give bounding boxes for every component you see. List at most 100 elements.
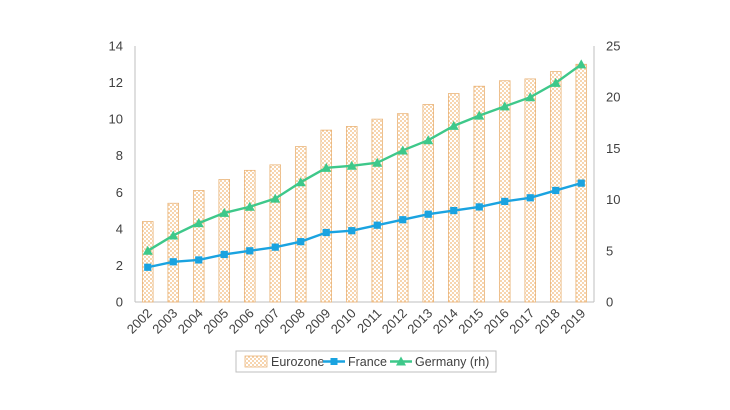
eurozone-bar: [371, 118, 384, 303]
left-tick-label: 2: [116, 258, 123, 273]
legend-france-label: France: [348, 355, 387, 369]
x-tick-label: 2005: [200, 306, 231, 337]
x-tick-label: 2002: [124, 306, 155, 337]
right-tick-label: 20: [606, 90, 620, 105]
eurozone-bar: [396, 113, 409, 303]
germany-rh-point: [168, 230, 179, 240]
eurozone-bar: [294, 146, 307, 303]
left-tick-label: 6: [116, 185, 123, 200]
eurozone-bar: [447, 93, 460, 303]
left-axis-ticks: 0 2 4 6 8 10 12 14: [109, 39, 123, 310]
legend-france-marker: [330, 358, 338, 365]
france-point: [475, 203, 483, 211]
france-point: [501, 197, 509, 206]
left-tick-label: 12: [109, 75, 123, 90]
germany-rh-point: [550, 77, 561, 87]
legend-box: [235, 350, 497, 373]
france-point: [322, 228, 330, 237]
right-tick-label: 5: [606, 243, 613, 258]
right-tick-label: 10: [606, 192, 620, 207]
left-tick-label: 0: [116, 295, 123, 310]
eurozone-bar: [192, 190, 205, 303]
eurozone-bar: [345, 126, 358, 303]
france-point: [552, 186, 560, 195]
france-point: [373, 221, 381, 229]
eurozone-bar: [269, 164, 282, 303]
eurozone-bar: [422, 104, 435, 303]
germany-rh-point: [474, 110, 485, 120]
france-point: [246, 247, 254, 255]
chart-axes: [134, 46, 595, 303]
france-point: [526, 194, 534, 202]
germany-rh-point: [372, 157, 383, 167]
legend-eurozone-swatch: [244, 355, 268, 368]
germany-rh-line: [147, 63, 582, 252]
right-tick-label: 15: [606, 141, 620, 156]
germany-rh-point: [244, 201, 255, 211]
eurozone-bar: [141, 221, 154, 303]
x-tick-label: 2019: [557, 306, 588, 337]
eurozone-bar: [218, 179, 231, 303]
eurozone-bar: [320, 129, 333, 303]
eurozone-bar: [167, 202, 180, 303]
germany-rh-point: [397, 145, 408, 155]
germany-rh-point: [346, 160, 357, 170]
legend: Eurozone France Germany (rh): [235, 350, 497, 373]
france-point: [450, 206, 458, 215]
x-tick-label: 2014: [430, 306, 461, 337]
left-tick-label: 10: [109, 112, 123, 127]
germany-rh-point: [525, 92, 536, 102]
france-point: [348, 227, 356, 235]
right-axis-ticks: 0 5 10 15 20 25: [606, 39, 620, 310]
x-tick-label: 2006: [226, 306, 257, 337]
germany-rh-point: [142, 245, 153, 255]
france-point: [169, 258, 177, 266]
france-point: [424, 210, 432, 218]
legend-germany-label: Germany (rh): [415, 355, 489, 369]
france-point: [144, 263, 152, 271]
x-tick-label: 2013: [404, 306, 435, 337]
germany-rh-point: [499, 101, 510, 111]
eurozone-bar: [498, 80, 511, 303]
x-tick-label: 2007: [251, 306, 282, 337]
eurozone-bar: [243, 169, 256, 303]
france-point: [195, 256, 203, 264]
germany-rh-point: [576, 59, 587, 69]
germany-rh-point: [219, 207, 230, 217]
germany-rh-point: [270, 193, 281, 203]
eurozone-bar: [473, 85, 486, 303]
france-point: [577, 179, 585, 187]
x-tick-label: 2011: [354, 306, 384, 336]
left-tick-label: 14: [109, 39, 123, 54]
france-point: [220, 250, 228, 259]
france-point: [399, 216, 407, 224]
germany-rh-point: [448, 120, 459, 130]
x-tick-label: 2004: [175, 306, 206, 337]
x-axis-ticks: 2002200320042005200620072008200920102011…: [124, 306, 589, 337]
x-tick-label: 2003: [149, 306, 180, 337]
x-tick-label: 2018: [532, 306, 563, 337]
eurozone-bar: [549, 71, 562, 303]
x-tick-label: 2016: [481, 306, 512, 337]
x-tick-label: 2017: [506, 306, 537, 337]
x-tick-label: 2009: [302, 306, 333, 337]
germany-rh-point: [295, 177, 306, 187]
germany-rh-point: [193, 218, 204, 228]
left-tick-label: 8: [116, 148, 123, 163]
france-point: [297, 238, 305, 246]
x-tick-label: 2012: [379, 306, 410, 337]
eurozone-bar: [524, 78, 537, 303]
chart-lines: [142, 59, 587, 271]
left-tick-label: 4: [116, 221, 123, 236]
x-tick-label: 2008: [277, 306, 308, 337]
germany-rh-point: [423, 135, 434, 145]
germany-rh-point: [321, 162, 332, 172]
x-tick-label: 2010: [328, 306, 359, 337]
right-tick-label: 25: [606, 39, 620, 54]
legend-germany-marker: [396, 356, 406, 366]
france-point: [271, 243, 279, 251]
legend-eurozone-label: Eurozone: [271, 355, 325, 369]
x-tick-label: 2015: [455, 306, 486, 337]
france-line: [147, 181, 582, 269]
